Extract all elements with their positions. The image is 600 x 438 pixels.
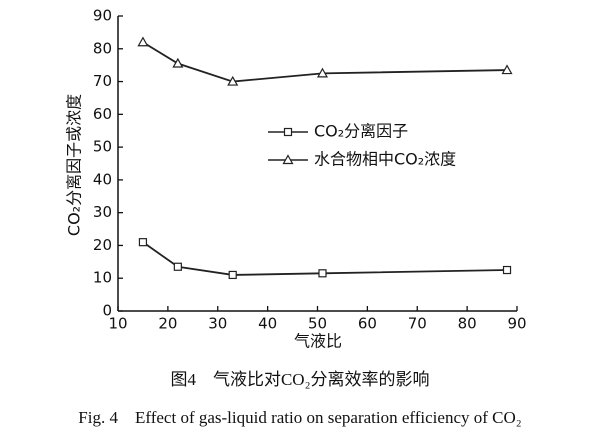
marker bbox=[316, 67, 329, 78]
marker bbox=[228, 270, 237, 280]
legend-label: CO₂分离因子 bbox=[314, 122, 408, 141]
x-tick-label: 50 bbox=[308, 315, 327, 333]
x-tick-label: 10 bbox=[108, 315, 127, 333]
x-tick-label: 20 bbox=[158, 315, 177, 333]
legend-marker bbox=[283, 127, 293, 137]
marker bbox=[172, 57, 184, 68]
y-tick-label: 10 bbox=[93, 269, 112, 287]
y-tick-label: 50 bbox=[93, 138, 112, 156]
legend-marker bbox=[282, 154, 294, 165]
x-tick-label: 30 bbox=[208, 315, 227, 333]
x-tick-label: 40 bbox=[258, 315, 277, 333]
marker bbox=[318, 269, 327, 278]
marker bbox=[137, 36, 149, 47]
y-tick-label: 80 bbox=[93, 39, 112, 57]
caption-en: Fig. 4 Effect of gas-liquid ratio on sep… bbox=[78, 408, 521, 427]
x-tick-label: 60 bbox=[358, 315, 377, 333]
y-tick-label: 90 bbox=[93, 7, 112, 25]
y-axis-label: CO₂分离因子或浓度 bbox=[65, 94, 84, 236]
marker bbox=[501, 64, 513, 75]
y-tick-label: 40 bbox=[93, 170, 112, 188]
y-tick-label: 20 bbox=[93, 236, 112, 254]
marker bbox=[227, 75, 239, 86]
legend-label: 水合物相中CO₂浓度 bbox=[314, 150, 456, 169]
caption-cn: 图4 气液比对CO₂分离效率的影响 bbox=[170, 370, 429, 389]
x-axis-label: 气液比 bbox=[294, 332, 342, 351]
y-tick-label: 0 bbox=[102, 302, 112, 320]
y-tick-label: 60 bbox=[93, 105, 112, 123]
x-tick-label: 90 bbox=[507, 315, 526, 333]
x-tick-label: 80 bbox=[458, 315, 477, 333]
x-tick-label: 70 bbox=[408, 315, 427, 333]
marker bbox=[173, 262, 182, 271]
y-tick-label: 30 bbox=[93, 203, 112, 221]
marker bbox=[502, 265, 512, 275]
y-tick-label: 70 bbox=[93, 72, 112, 90]
marker bbox=[138, 238, 148, 247]
